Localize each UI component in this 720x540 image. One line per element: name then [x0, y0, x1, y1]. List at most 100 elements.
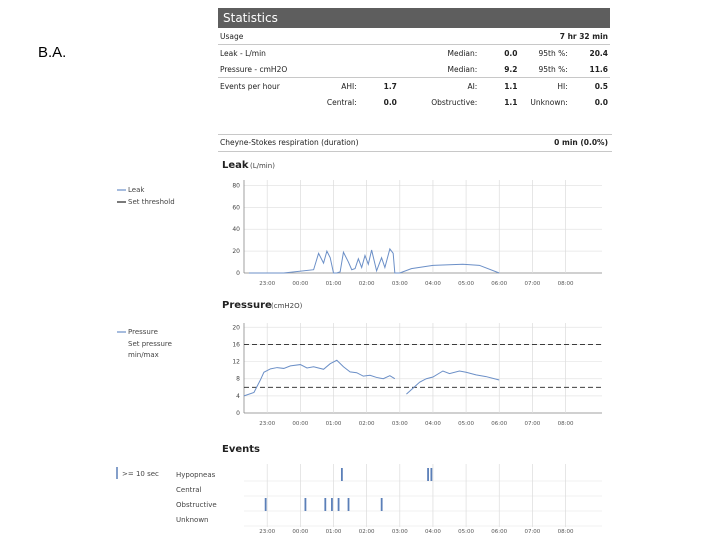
- statistics-table: Usage 7 hr 32 min Leak - L/min Median: 0…: [218, 28, 610, 110]
- central-label: Central:: [326, 97, 357, 107]
- pressure-p95-value: 11.6: [569, 61, 610, 78]
- leak-row: Leak - L/min Median: 0.0 95th %: 20.4: [218, 45, 610, 62]
- pressure-time-tick-label: 04:00: [425, 421, 441, 427]
- pressure-y-tick-label: 4: [236, 393, 240, 400]
- events-chart-title: Events: [222, 444, 260, 455]
- pressure-p95-label: 95th %:: [519, 61, 570, 78]
- pressure-legend-minmax-label: min/max: [128, 351, 159, 359]
- events-time-tick-label: 04:00: [425, 529, 441, 535]
- events-marker: [380, 498, 383, 511]
- events-marker: [331, 498, 333, 511]
- leak-time-tick-label: 03:00: [392, 281, 408, 287]
- pressure-legend-pressure-label: Pressure: [128, 328, 158, 336]
- leak-legend-leak-label: Leak: [128, 186, 145, 194]
- events-legend-label: >= 10 sec: [122, 470, 159, 478]
- leak-time-tick-label: 01:00: [326, 281, 342, 287]
- events-marker: [430, 468, 433, 481]
- leak-y-tick-label: 40: [232, 226, 240, 233]
- leak-y-tick-label: 20: [232, 248, 240, 255]
- cheyne-stokes-row: Cheyne-Stokes respiration (duration) 0 m…: [218, 134, 612, 152]
- usage-row: Usage 7 hr 32 min: [218, 28, 610, 45]
- pressure-time-tick-label: 02:00: [359, 421, 375, 427]
- unknown-value: 0.0: [594, 97, 608, 107]
- pressure-legend-set-label: Set pressure: [128, 340, 172, 348]
- pressure-chart-title: Pressure: [222, 300, 272, 311]
- pressure-time-tick-label: 05:00: [458, 421, 474, 427]
- pressure-time-tick-label: 00:00: [292, 421, 308, 427]
- hi-value: 0.5: [594, 81, 608, 91]
- leak-time-tick-label: 07:00: [524, 281, 540, 287]
- events-time-tick-label: 03:00: [392, 529, 408, 535]
- usage-label: Usage: [218, 28, 520, 45]
- events-row: Events per hour AHI: 1.7 AI: 1.1 HI: 0.5: [218, 78, 610, 95]
- statistics-title: Statistics: [218, 8, 610, 28]
- cheyne-stokes-value: 0 min (0.0%): [554, 138, 608, 147]
- leak-chart-title: Leak: [222, 160, 249, 171]
- pressure-y-tick-label: 12: [232, 359, 240, 366]
- events-row-label: Unknown: [176, 516, 209, 524]
- events-time-tick-label: 00:00: [292, 529, 308, 535]
- leak-time-tick-label: 08:00: [558, 281, 574, 287]
- obstructive-label: Obstructive:: [431, 97, 478, 107]
- ai-value: 1.1: [504, 81, 518, 91]
- pressure-time-tick-label: 07:00: [524, 421, 540, 427]
- leak-time-tick-label: 06:00: [491, 281, 507, 287]
- pressure-series-line: [243, 359, 396, 397]
- events-time-tick-label: 02:00: [359, 529, 375, 535]
- pressure-y-tick-label: 20: [232, 324, 240, 331]
- leak-time-tick-label: 02:00: [359, 281, 375, 287]
- cheyne-stokes-label: Cheyne-Stokes respiration (duration): [220, 138, 359, 147]
- events-marker: [427, 468, 429, 481]
- pressure-y-tick-label: 16: [232, 341, 240, 348]
- leak-series-line: [248, 247, 500, 274]
- leak-time-tick-label: 00:00: [292, 281, 308, 287]
- pressure-series-line: [406, 370, 500, 395]
- events-marker: [340, 468, 343, 481]
- leak-p95-value: 20.4: [589, 48, 608, 58]
- leak-y-tick-label: 0: [236, 270, 240, 277]
- events-time-tick-label: 01:00: [326, 529, 342, 535]
- usage-value: 7 hr 32 min: [519, 28, 610, 45]
- pressure-median-label: Median:: [398, 61, 480, 78]
- events-time-tick-label: 08:00: [558, 529, 574, 535]
- pressure-row: Pressure - cmH2O Median: 9.2 95th %: 11.…: [218, 61, 610, 78]
- leak-y-tick-label: 80: [232, 182, 240, 189]
- pressure-chart-unit: (cmH2O): [271, 302, 303, 310]
- leak-median-label: Median:: [447, 48, 478, 58]
- ahi-value: 1.7: [383, 81, 397, 91]
- statistics-panel: Statistics Usage 7 hr 32 min Leak - L/mi…: [218, 8, 610, 110]
- pressure-median-value: 9.2: [479, 61, 520, 78]
- events-row-label: Central: [176, 486, 202, 494]
- leak-y-tick-label: 60: [232, 204, 240, 211]
- events-marker: [304, 498, 307, 511]
- events-time-tick-label: 07:00: [524, 529, 540, 535]
- central-value: 0.0: [383, 97, 397, 107]
- events-marker: [264, 498, 267, 511]
- events-time-tick-label: 23:00: [259, 529, 275, 535]
- ai-label: AI:: [467, 81, 478, 91]
- events-time-tick-label: 05:00: [458, 529, 474, 535]
- events-marker: [324, 498, 327, 511]
- leak-label: Leak - L/min: [220, 48, 266, 58]
- leak-p95-label: 95th %:: [538, 48, 568, 58]
- pressure-time-tick-label: 03:00: [392, 421, 408, 427]
- leak-time-tick-label: 05:00: [458, 281, 474, 287]
- pressure-time-tick-label: 01:00: [326, 421, 342, 427]
- pressure-time-tick-label: 06:00: [491, 421, 507, 427]
- pressure-y-tick-label: 8: [236, 376, 240, 383]
- hi-label: HI:: [557, 81, 568, 91]
- events-row-2: Central: 0.0 Obstructive: 1.1 Unknown: 0…: [218, 94, 610, 110]
- leak-median-value: 0.0: [504, 48, 518, 58]
- pressure-label: Pressure - cmH2O: [218, 61, 399, 78]
- events-row-label: Obstructive: [176, 501, 217, 509]
- pressure-time-tick-label: 23:00: [259, 421, 275, 427]
- events-time-tick-label: 06:00: [491, 529, 507, 535]
- ahi-label: AHI:: [341, 81, 357, 91]
- leak-time-tick-label: 23:00: [259, 281, 275, 287]
- events-marker: [337, 498, 340, 511]
- obstructive-value: 1.1: [504, 97, 518, 107]
- events-marker: [347, 498, 350, 511]
- leak-chart-unit: (L/min): [250, 162, 275, 170]
- leak-legend-threshold-label: Set threshold: [128, 198, 175, 206]
